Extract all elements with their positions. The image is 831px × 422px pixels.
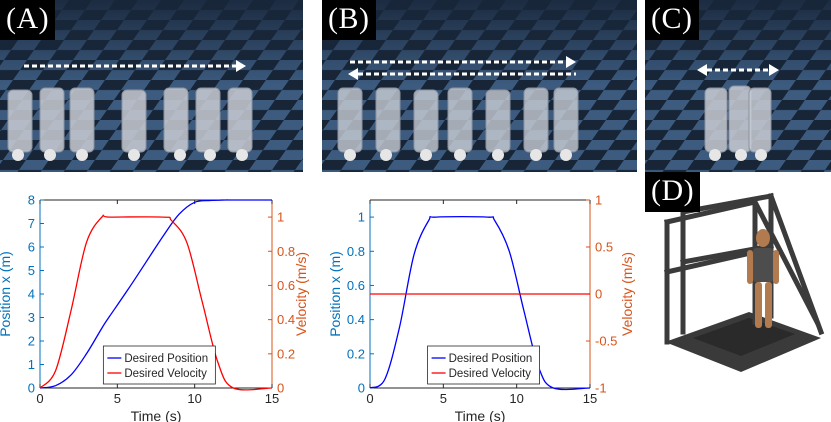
panel-label-c: (C) — [645, 0, 699, 40]
y-right-tick-label: 0.6 — [277, 278, 295, 293]
y-right-tick-label: -1 — [595, 381, 607, 396]
legend-label: Desired Position — [449, 353, 533, 365]
y-left-tick-label: 1 — [358, 210, 365, 225]
y-left-tick-label: 1 — [28, 357, 35, 372]
series-line-desired-velocity — [39, 214, 273, 391]
y-left-tick-label: 0.4 — [347, 312, 365, 327]
y-right-tick-label: 0.5 — [595, 240, 613, 255]
panel-label-b: (B) — [322, 0, 376, 40]
panel-d-scene — [645, 172, 831, 390]
x-tick-label: 15 — [583, 391, 597, 406]
robot-feet-group — [344, 149, 572, 161]
panel-label-a: (A) — [0, 0, 56, 40]
panel-b-image: (B) — [322, 0, 637, 172]
x-tick-label: 10 — [187, 391, 201, 406]
y-left-tick-label: 0.8 — [347, 244, 365, 259]
y-right-tick-label: -0.5 — [595, 334, 617, 349]
y-left-tick-label: 3 — [28, 310, 35, 325]
y-left-tick-label: 5 — [28, 263, 35, 278]
y-left-tick-label: 8 — [28, 193, 35, 208]
x-tick-label: 5 — [114, 391, 121, 406]
x-axis-label: Time (s) — [455, 408, 506, 422]
human-figure — [747, 229, 779, 328]
arrow-head-right-icon — [236, 60, 246, 72]
robot-ghost-group — [7, 87, 253, 153]
y-right-axis-label: Velocity (m/s) — [619, 252, 635, 336]
legend-box — [427, 345, 540, 385]
y-left-tick-label: 7 — [28, 216, 35, 231]
arrow-head-left-icon — [348, 68, 358, 80]
legend-label: Desired Velocity — [124, 368, 207, 380]
x-tick-label: 0 — [36, 391, 43, 406]
y-left-tick-label: 0.2 — [347, 346, 365, 361]
arrow-head-left-icon — [697, 64, 707, 76]
y-right-tick-label: 1 — [595, 193, 602, 208]
y-left-tick-label: 0 — [28, 381, 35, 396]
panel-c-image: (C) — [645, 0, 831, 172]
y-left-tick-label: 0 — [358, 381, 365, 396]
legend-label: Desired Position — [124, 353, 208, 365]
y-right-tick-label: 0 — [277, 381, 284, 396]
x-tick-label: 10 — [509, 391, 523, 406]
robot-ghost-group — [704, 85, 772, 153]
y-left-tick-label: 4 — [28, 287, 35, 302]
y-right-axis-label: Velocity (m/s) — [293, 252, 309, 336]
arrow-head-right-icon — [769, 64, 779, 76]
panel-label-d: (D) — [645, 172, 701, 212]
y-right-tick-label: 0.2 — [277, 346, 295, 361]
y-left-axis-label: Position x (m) — [0, 251, 13, 337]
series-line-desired-position — [39, 199, 272, 389]
robot-ghost-group — [337, 87, 579, 153]
y-right-tick-label: 1 — [277, 210, 284, 225]
x-tick-label: 5 — [440, 391, 447, 406]
legend-box — [102, 345, 216, 385]
x-tick-label: 15 — [265, 391, 279, 406]
y-left-tick-label: 0.6 — [347, 278, 365, 293]
robot-feet-group — [12, 149, 248, 161]
y-right-tick-label: 0.8 — [277, 244, 295, 259]
chart-b: 0 5 10 15 0 0.2 0.4 0.6 0.8 1 -1 -0.5 0 0.5 1 Time (s) P… — [327, 193, 635, 422]
arrow-head-right-icon — [566, 56, 576, 68]
y-left-tick-label: 6 — [28, 240, 35, 255]
panel-d-image: (D) — [645, 172, 831, 390]
robot-feet-group — [709, 149, 767, 161]
y-left-axis-label: Position x (m) — [327, 251, 343, 337]
x-tick-label: 0 — [366, 391, 373, 406]
legend-label: Desired Velocity — [449, 368, 532, 380]
y-right-tick-label: 0 — [595, 287, 602, 302]
panel-a-image: (A) — [0, 0, 303, 172]
x-axis-label: Time (s) — [131, 408, 182, 422]
y-left-tick-label: 2 — [28, 334, 35, 349]
y-right-tick-label: 0.4 — [277, 312, 295, 327]
